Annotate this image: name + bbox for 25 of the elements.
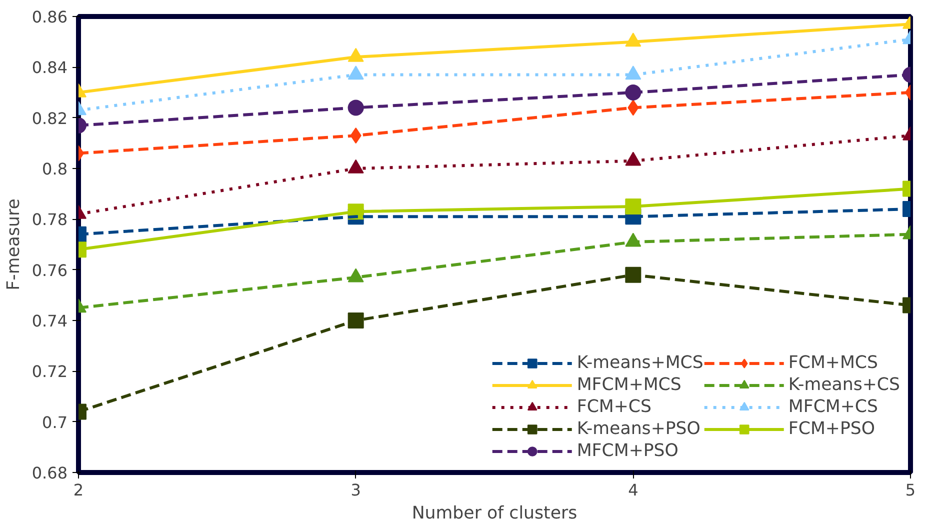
legend-label: MFCM+PSO <box>576 441 678 461</box>
legend-label: FCM+MCS <box>788 353 878 373</box>
y-tick-label: 0.76 <box>32 260 68 280</box>
y-tick-label: 0.8 <box>42 160 68 178</box>
legend-label: MFCM+CS <box>788 397 878 417</box>
y-tick-label: 0.68 <box>32 464 68 482</box>
y-tick-label: 0.74 <box>32 312 68 330</box>
x-tick-label: 3 <box>350 480 361 500</box>
y-tick-label: 0.7 <box>42 412 68 432</box>
y-tick-label: 0.84 <box>32 58 68 78</box>
x-axis-title: Number of clusters <box>412 504 578 524</box>
y-tick-label: 0.82 <box>32 108 68 128</box>
x-tick-label: 5 <box>905 480 916 500</box>
y-tick-label: 0.72 <box>32 362 68 382</box>
legend-label: MFCM+MCS <box>576 375 682 395</box>
y-tick-label: 0.78 <box>32 210 68 230</box>
legend-label: K-means+CS <box>788 375 900 395</box>
y-axis-title: F-measure <box>4 198 24 290</box>
legend-label: FCM+PSO <box>788 419 876 439</box>
x-tick-label: 2 <box>73 480 84 500</box>
legend-label: K-means+MCS <box>576 353 704 373</box>
legend-label: K-means+PSO <box>576 419 700 439</box>
x-tick-label: 4 <box>628 480 638 500</box>
y-tick-label: 0.86 <box>32 8 68 26</box>
legend-label: FCM+CS <box>576 397 652 417</box>
